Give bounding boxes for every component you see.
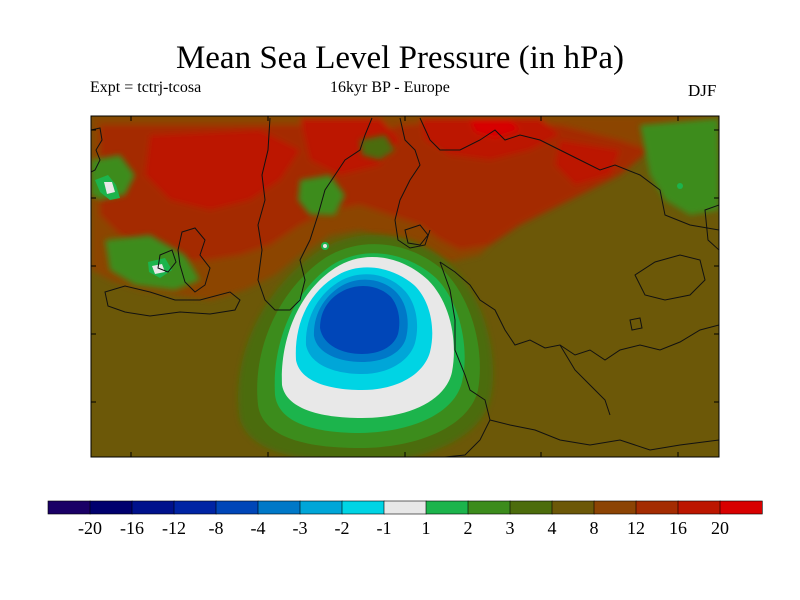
colorbar-tick-label: 20	[711, 518, 729, 538]
colorbar-swatch	[425, 500, 469, 515]
season-label: DJF	[688, 81, 717, 100]
colorbar-tick-label: -1	[376, 518, 392, 538]
colorbar-tick-label: -3	[292, 518, 308, 538]
period-region-label: 16kyr BP - Europe	[330, 79, 450, 96]
colorbar-swatch	[257, 500, 301, 515]
colorbar-swatch	[467, 500, 511, 515]
small-speckles	[95, 175, 683, 278]
colorbar-tick-label: -20	[78, 518, 102, 538]
experiment-label: Expt = tctrj-tcosa	[90, 79, 202, 96]
colorbar-swatch	[719, 500, 763, 515]
map-ticks	[91, 116, 719, 457]
colorbar-tick-label: 16	[669, 518, 687, 538]
colorbar-tick-label: 12	[627, 518, 645, 538]
colorbar	[47, 500, 763, 515]
colorbar-swatch	[215, 500, 259, 515]
colorbar-swatch	[131, 500, 175, 515]
colorbar-tick-label: 4	[547, 518, 557, 538]
colorbar-tick-label: -8	[208, 518, 224, 538]
colorbar-swatch	[299, 500, 343, 515]
colorbar-tick-label: 1	[421, 518, 431, 538]
colorbar-tick-label: 8	[589, 518, 599, 538]
colorbar-tick-label: 3	[505, 518, 515, 538]
coastlines	[91, 117, 719, 457]
colorbar-swatch	[677, 500, 721, 515]
depression-core	[238, 234, 494, 457]
colorbar-swatch	[593, 500, 637, 515]
colorbar-swatch	[89, 500, 133, 515]
map-field	[91, 116, 719, 457]
colorbar-swatch	[551, 500, 595, 515]
colorbar-tick-label: 2	[463, 518, 473, 538]
colorbar-swatch	[47, 500, 91, 515]
colorbar-swatch	[173, 500, 217, 515]
colorbar-tick-label: -4	[250, 518, 266, 538]
colorbar-swatch	[341, 500, 385, 515]
colorbar-swatch	[635, 500, 679, 515]
colorbar-tick-label: -12	[162, 518, 186, 538]
colorbar-tick-label: -16	[120, 518, 144, 538]
positive-anomaly-regions	[91, 116, 719, 300]
colorbar-swatch	[383, 500, 427, 515]
page-title: Mean Sea Level Pressure (in hPa)	[175, 40, 625, 76]
colorbar-tick-label: -2	[334, 518, 350, 538]
colorbar-swatch	[509, 500, 553, 515]
